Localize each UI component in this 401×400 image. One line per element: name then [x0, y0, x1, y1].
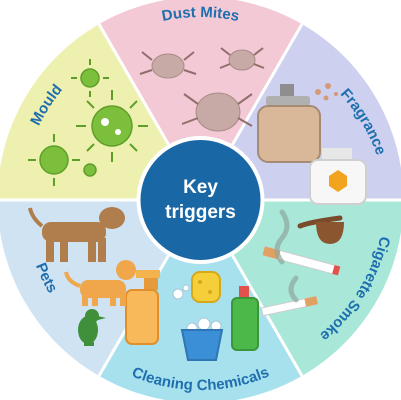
center-hub	[136, 136, 265, 264]
dog-icon	[28, 207, 125, 262]
bucket-icon	[180, 329, 224, 361]
bird-icon	[78, 309, 106, 346]
cat-icon	[64, 260, 136, 306]
label-dust-mites: Dust Mites	[160, 4, 240, 25]
perfume-bottle-icon	[257, 83, 338, 163]
sponge-icon	[191, 271, 221, 303]
center-title-line2: triggers	[165, 202, 236, 223]
center-title-line1: Key	[183, 177, 218, 198]
cleaner-bottle-icon	[231, 286, 259, 351]
pipe-icon	[297, 215, 344, 244]
smoke-icon	[274, 209, 299, 303]
mould-spore-icon	[28, 59, 148, 186]
dust-mite-icon	[139, 47, 265, 132]
spray-bottle-icon	[125, 270, 160, 345]
segment-cigarette-smoke	[200, 200, 401, 376]
cologne-bottle-icon	[309, 148, 367, 205]
